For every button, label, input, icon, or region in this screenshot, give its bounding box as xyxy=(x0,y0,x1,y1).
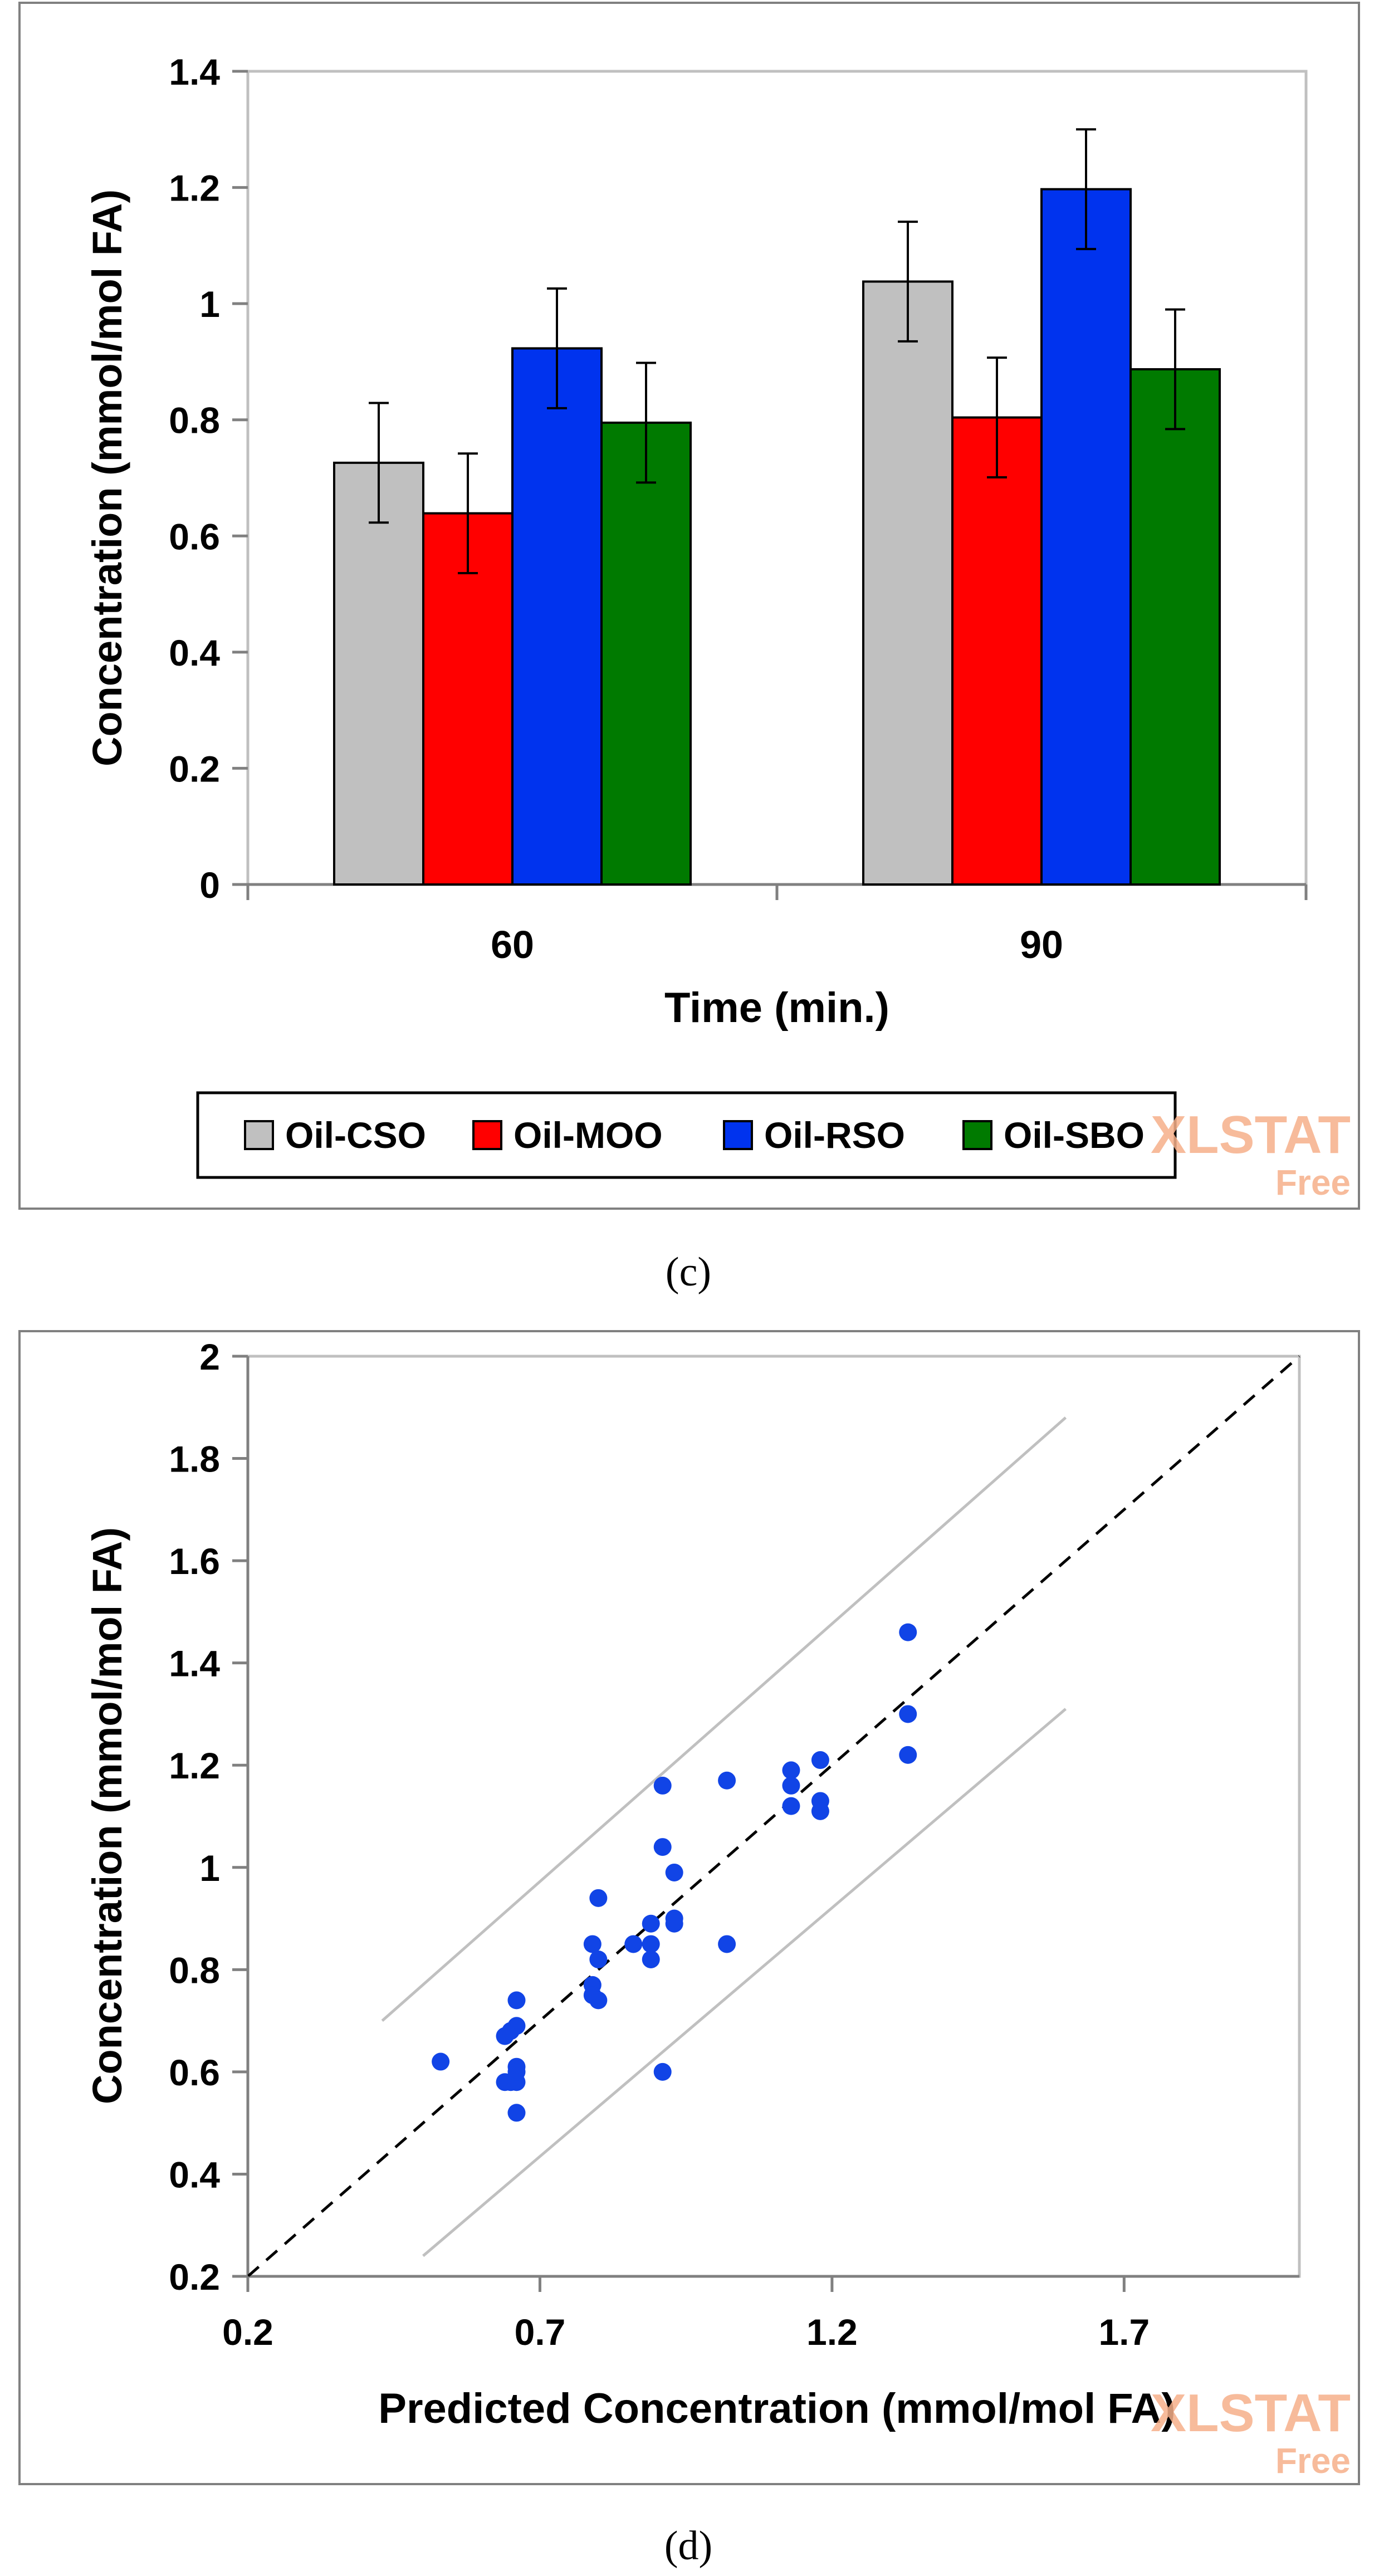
scatter-point xyxy=(899,1623,917,1641)
xlstat-watermark-c: XLSTAT xyxy=(1151,1105,1351,1165)
scatter-point xyxy=(507,2017,526,2035)
scatter-point xyxy=(642,1935,660,1953)
bar-oil-sbo-60 xyxy=(600,421,692,886)
scatter-y-tick-label: 1 xyxy=(199,1847,220,1889)
scatter-point xyxy=(665,1863,683,1881)
scatter-point xyxy=(589,1889,608,1907)
bar-oil-sbo-90 xyxy=(1129,368,1221,886)
scatter-y-tick-labels: 0.2 0.4 0.6 0.8 1 1.2 1.4 1.6 1.8 2 xyxy=(169,1336,248,2298)
bar-y-tick-label: 0.2 xyxy=(169,748,220,789)
scatter-point xyxy=(899,1746,917,1764)
scatter-point xyxy=(642,1914,660,1933)
scatter-x-tick-label: 0.2 xyxy=(222,2311,273,2353)
bar-y-tick-label: 0.4 xyxy=(169,632,220,673)
bar-y-axis-label: Concentration (mmol/mol FA) xyxy=(84,189,130,766)
scatter-x-axis-label: Predicted Concentration (mmol/mol FA) xyxy=(378,2385,1175,2432)
legend-frame xyxy=(196,1091,1177,1179)
scatter-point xyxy=(507,2104,526,2122)
scatter-reference-lines xyxy=(247,1355,1300,2277)
bar-y-tick-label: 1.4 xyxy=(169,51,220,92)
scatter-point xyxy=(718,1935,736,1953)
scatter-point xyxy=(624,1935,643,1953)
scatter-y-tick-label: 0.2 xyxy=(169,2256,220,2298)
scatter-point xyxy=(899,1705,917,1723)
scatter-x-tick-label: 1.7 xyxy=(1098,2311,1150,2353)
bar-oil-moo-60 xyxy=(422,512,514,886)
bar-legend: Oil-CSO Oil-MOO Oil-RSO Oil-SBO xyxy=(196,1091,1177,1179)
scatter-y-axis-label: Concentration (mmol/mol FA) xyxy=(84,1527,130,2104)
bar-oil-moo-90 xyxy=(951,416,1043,886)
scatter-y-tick-label: 0.4 xyxy=(169,2154,220,2195)
bar-x-tick-label: 90 xyxy=(1020,923,1063,966)
bar-chart-panel: 0 0.2 0.4 0.6 0.8 1 1.2 1.4 60 90 Time (min.) Co… xyxy=(18,2,1360,1210)
legend-swatch-oil-rso xyxy=(723,1120,753,1150)
bar-series-marks xyxy=(333,128,1221,886)
scatter-x-tick-labels: 0.2 0.7 1.2 1.7 xyxy=(222,2276,1150,2353)
upper-confidence-line xyxy=(381,1416,1067,2022)
scatter-point xyxy=(653,1776,672,1795)
panel-c-caption: (c) xyxy=(666,1249,711,1295)
scatter-point xyxy=(782,1797,800,1815)
bar-x-tick-labels: 60 90 xyxy=(491,923,1063,966)
scatter-point xyxy=(782,1761,800,1780)
legend-label-oil-rso: Oil-RSO xyxy=(764,1115,905,1156)
bar-oil-rso-60 xyxy=(511,347,603,886)
scatter-chart-frame xyxy=(18,1330,1360,2485)
scatter-y-tick-label: 1.4 xyxy=(169,1643,220,1684)
xlstat-watermark-d: XLSTAT xyxy=(1151,2383,1351,2443)
scatter-point xyxy=(589,1950,608,1968)
bar-oil-cso-90 xyxy=(862,280,953,886)
scatter-point xyxy=(589,1991,608,2010)
panel-d-caption: (d) xyxy=(664,2523,712,2569)
xlstat-watermark-c-free: Free xyxy=(1275,1162,1351,1203)
bar-y-tick-label: 0.8 xyxy=(169,400,220,441)
bar-y-tick-label: 0.6 xyxy=(169,516,220,557)
scatter-y-tick-label: 0.6 xyxy=(169,2052,220,2093)
legend-label-oil-sbo: Oil-SBO xyxy=(1004,1115,1145,1156)
scatter-point xyxy=(718,1771,736,1790)
scatter-y-tick-label: 1.2 xyxy=(169,1745,220,1786)
scatter-point xyxy=(507,1991,526,2010)
bar-y-tick-label: 0 xyxy=(199,864,220,906)
bar-oil-rso-90 xyxy=(1040,188,1132,886)
scatter-point xyxy=(811,1751,829,1770)
xlstat-watermark-d-free: Free xyxy=(1275,2441,1351,2481)
scatter-chart-panel: 0.20.40.60.811.21.41.61.82 0.2 0.7 1.2 1.7 … xyxy=(18,1330,1360,2485)
scatter-point xyxy=(642,1950,660,1968)
scatter-point xyxy=(507,2062,526,2081)
scatter-y-tick-label: 1.8 xyxy=(169,1439,220,1480)
scatter-point xyxy=(653,2062,672,2081)
scatter-x-tick-label: 1.2 xyxy=(806,2311,858,2353)
bar-y-tick-labels: 0 0.2 0.4 0.6 0.8 1 1.2 1.4 xyxy=(169,51,248,906)
legend-swatch-oil-moo xyxy=(472,1120,502,1150)
scatter-x-tick-label: 0.7 xyxy=(515,2311,566,2353)
bar-y-tick-label: 1 xyxy=(199,283,220,325)
bar-x-tick-label: 60 xyxy=(491,923,534,966)
identity-dashed-line xyxy=(247,1355,1300,2277)
bar-oil-cso-60 xyxy=(333,461,424,886)
scatter-y-tick-label: 1.6 xyxy=(169,1541,220,1582)
scatter-points xyxy=(432,1623,917,2122)
legend-swatch-oil-cso xyxy=(244,1120,274,1150)
scatter-point xyxy=(653,1838,672,1856)
legend-label-oil-moo: Oil-MOO xyxy=(514,1115,663,1156)
bar-y-tick-label: 1.2 xyxy=(169,168,220,209)
scatter-y-tick-label: 0.8 xyxy=(169,1949,220,1991)
scatter-point xyxy=(665,1914,683,1933)
scatter-point xyxy=(583,1935,602,1953)
lower-confidence-line xyxy=(422,1708,1067,2257)
scatter-y-tick-label: 2 xyxy=(199,1336,220,1377)
legend-label-oil-cso: Oil-CSO xyxy=(285,1115,426,1156)
scatter-point xyxy=(782,1776,800,1795)
scatter-point xyxy=(811,1802,829,1820)
legend-items: Oil-CSO Oil-MOO Oil-RSO Oil-SBO xyxy=(244,1115,1145,1156)
scatter-point xyxy=(432,2052,450,2071)
legend-swatch-oil-sbo xyxy=(962,1120,992,1150)
bar-x-axis-label: Time (min.) xyxy=(664,984,889,1032)
